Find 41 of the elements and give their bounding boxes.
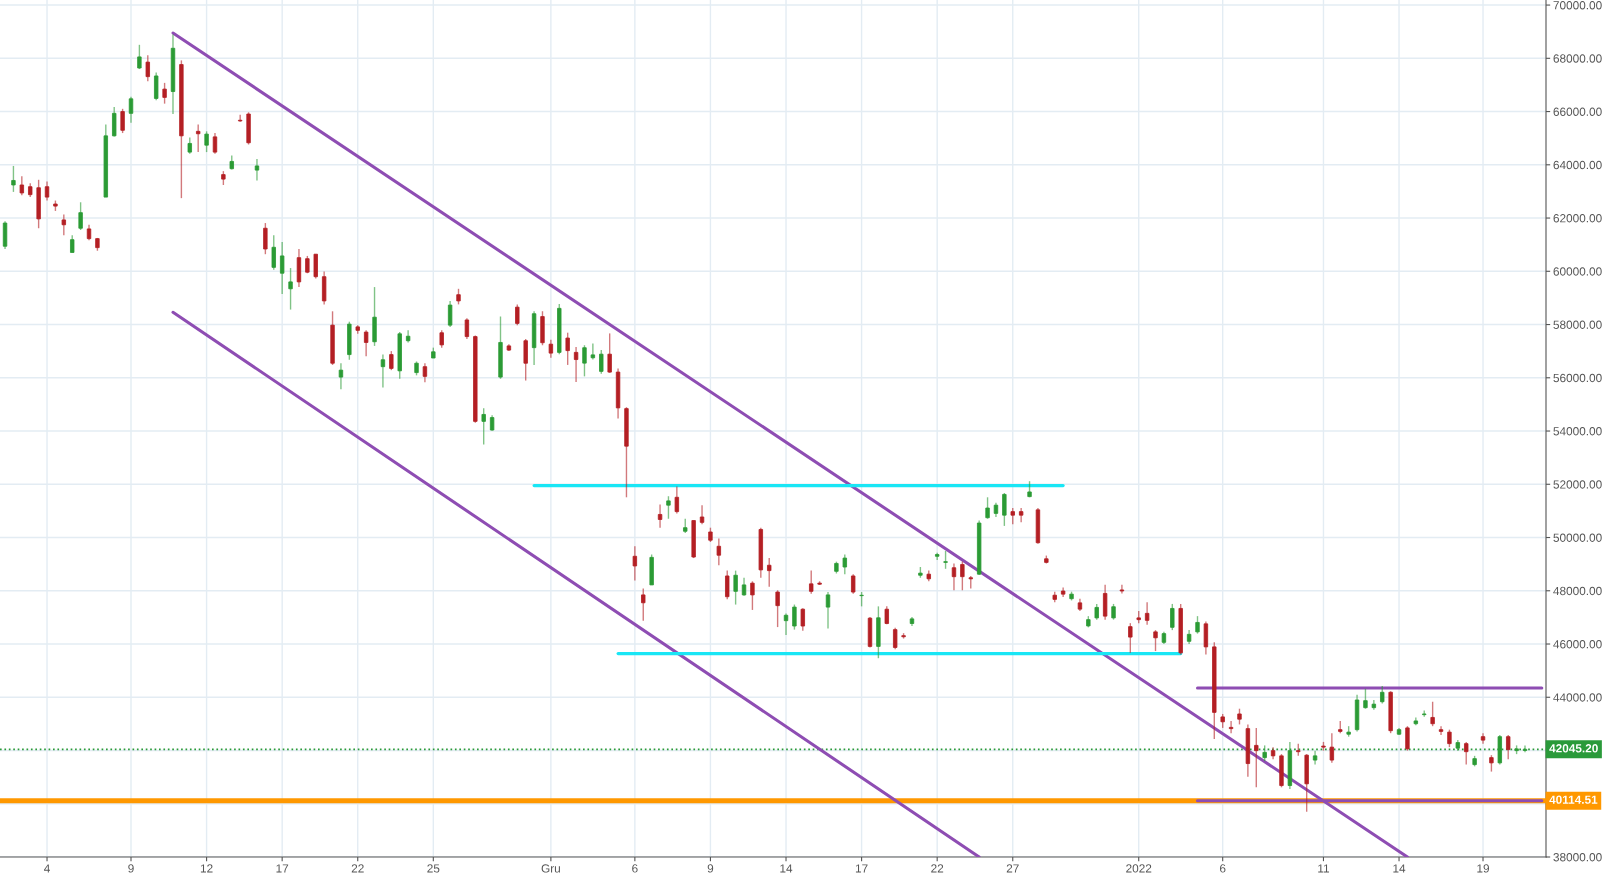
x-tick-label: 14 [1393,864,1406,873]
x-tick-label: 22 [931,864,944,873]
y-tick-label: 58000.00 [1553,320,1602,329]
candlestick [1018,507,1024,524]
x-tick-label: 25 [427,864,440,873]
y-tick-label: 54000.00 [1553,427,1602,436]
x-tick-label: 19 [1477,864,1490,873]
y-tick-label: 62000.00 [1553,214,1602,223]
y-tick-label: 68000.00 [1553,54,1602,63]
x-tick-label: 14 [780,864,793,873]
x-tick-label: 17 [855,864,868,873]
x-tick-label: 12 [200,864,213,873]
x-tick-label: 9 [707,864,714,873]
candlestick [237,114,243,123]
y-tick-label: 52000.00 [1553,480,1602,489]
candlestick [590,342,596,361]
y-tick-label: 38000.00 [1553,853,1602,862]
y-tick-label: 50000.00 [1553,533,1602,542]
y-tick-label: 48000.00 [1553,586,1602,596]
x-tick-label: 4 [44,864,50,873]
x-tick-label: Gru [541,864,560,873]
candlestick [313,253,318,280]
x-tick-label: 6 [632,864,638,873]
x-tick-label: 27 [1006,864,1019,873]
candlestick [1438,725,1444,736]
ref-line-label: 40114.51 [1549,795,1598,804]
x-tick-label: 2022 [1126,864,1152,873]
x-tick-label: 6 [1220,864,1226,873]
y-tick-label: 66000.00 [1553,107,1602,116]
y-tick-label: 46000.00 [1553,640,1602,649]
y-tick-label: 56000.00 [1553,373,1602,383]
candlestick [1228,720,1234,734]
x-tick-label: 17 [276,864,289,873]
ref-line-label: 42045.20 [1549,744,1598,753]
x-tick-label: 22 [351,864,364,873]
x-tick-label: 9 [128,864,134,873]
y-tick-label: 44000.00 [1553,693,1602,702]
y-tick-label: 70000.00 [1553,1,1602,10]
y-tick-label: 60000.00 [1553,267,1602,276]
x-tick-label: 11 [1318,864,1330,873]
y-tick-label: 64000.00 [1553,160,1602,170]
